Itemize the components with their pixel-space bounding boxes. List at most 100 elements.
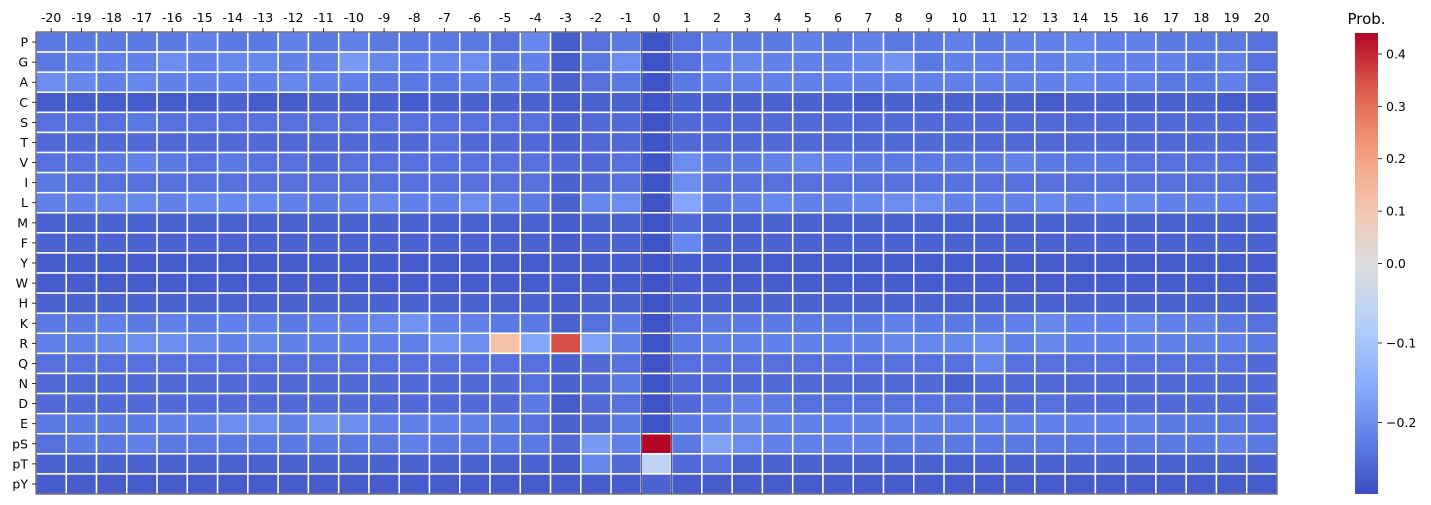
heatmap-cell xyxy=(701,473,733,495)
x-tick-label: -1 xyxy=(620,10,632,25)
heatmap-cell xyxy=(1155,352,1187,375)
heatmap-cell xyxy=(882,171,915,194)
heatmap-cell xyxy=(307,352,340,375)
heatmap-cell xyxy=(489,71,522,94)
heatmap-cell xyxy=(398,111,431,134)
heatmap-cell xyxy=(307,71,340,94)
heatmap-cell xyxy=(398,473,431,495)
heatmap-cell xyxy=(428,212,461,234)
heatmap-cell xyxy=(973,131,1006,154)
heatmap-cell xyxy=(943,131,976,154)
heatmap-cell xyxy=(882,71,915,94)
heatmap-cell xyxy=(186,372,219,395)
heatmap-cell xyxy=(1034,232,1066,254)
heatmap-cell xyxy=(1245,412,1278,435)
heatmap-cell xyxy=(459,352,491,375)
heatmap-cell xyxy=(216,212,249,234)
heatmap-cell xyxy=(852,131,885,154)
heatmap-cell xyxy=(277,232,310,254)
heatmap-cell xyxy=(1155,151,1187,174)
heatmap-cell xyxy=(35,212,68,234)
heatmap-cell xyxy=(852,171,885,194)
y-tick-label: Y xyxy=(19,256,28,271)
heatmap-cell xyxy=(35,191,68,214)
heatmap-cell xyxy=(580,91,612,114)
heatmap-cell xyxy=(1215,111,1248,134)
heatmap-cell xyxy=(670,51,703,73)
heatmap-cell xyxy=(156,352,189,375)
heatmap-cell xyxy=(126,131,158,154)
heatmap-cell xyxy=(277,372,310,395)
y-tick-label: pY xyxy=(12,476,28,491)
heatmap-cell xyxy=(670,453,703,475)
heatmap-cell xyxy=(216,252,249,274)
heatmap-cell xyxy=(307,332,340,355)
heatmap-cell xyxy=(761,292,794,314)
heatmap-cell xyxy=(580,252,612,274)
heatmap-cell xyxy=(882,111,915,134)
heatmap-cell xyxy=(459,453,491,475)
x-tick-label: 0 xyxy=(653,10,661,25)
heatmap-cell xyxy=(852,352,885,375)
heatmap-cell xyxy=(368,71,400,94)
heatmap-cell xyxy=(610,272,643,294)
heatmap-cell xyxy=(428,252,461,274)
heatmap-cell xyxy=(913,31,945,53)
heatmap-cell xyxy=(640,111,673,134)
heatmap-cell xyxy=(701,272,733,294)
heatmap-cell xyxy=(247,51,279,73)
heatmap-cell xyxy=(701,171,733,194)
heatmap-cell xyxy=(1124,91,1157,114)
heatmap-cell xyxy=(580,272,612,294)
heatmap-cell xyxy=(35,412,68,435)
heatmap-cell xyxy=(1245,171,1278,194)
heatmap-cell xyxy=(65,171,98,194)
heatmap-cell xyxy=(1124,432,1157,455)
heatmap-cell xyxy=(549,312,582,335)
heatmap-cell xyxy=(519,131,552,154)
heatmap-cell xyxy=(791,151,824,174)
heatmap-cell xyxy=(549,31,582,53)
heatmap-cell xyxy=(35,473,68,495)
heatmap-cell xyxy=(731,151,764,174)
heatmap-cell xyxy=(398,432,431,455)
heatmap-cell xyxy=(337,252,370,274)
heatmap-cell xyxy=(337,232,370,254)
heatmap-cell xyxy=(277,91,310,114)
heatmap-cell xyxy=(1034,151,1066,174)
colorbar-tick-label: 0.0 xyxy=(1386,256,1406,271)
heatmap-cell xyxy=(247,71,279,94)
heatmap-cell xyxy=(670,91,703,114)
heatmap-cell xyxy=(398,151,431,174)
heatmap-cell xyxy=(65,352,98,375)
heatmap-cell xyxy=(1064,71,1097,94)
heatmap-cell xyxy=(1034,191,1066,214)
heatmap-cell xyxy=(65,31,98,53)
heatmap-cell xyxy=(1155,191,1187,214)
heatmap-cell xyxy=(852,31,885,53)
heatmap-cell xyxy=(519,473,552,495)
heatmap-cell xyxy=(1155,111,1187,134)
heatmap-cell xyxy=(1003,111,1036,134)
heatmap-cell xyxy=(761,352,794,375)
heatmap-cell xyxy=(65,111,98,134)
heatmap-cell xyxy=(1215,212,1248,234)
heatmap-cell xyxy=(580,332,612,355)
heatmap-cell xyxy=(852,91,885,114)
heatmap-cell xyxy=(459,332,491,355)
heatmap-cell xyxy=(1185,412,1218,435)
heatmap-cell xyxy=(640,91,673,114)
heatmap-cell xyxy=(761,31,794,53)
heatmap-cell xyxy=(973,392,1006,415)
heatmap-cell xyxy=(1185,312,1218,335)
heatmap-cell xyxy=(701,312,733,335)
heatmap-cell xyxy=(943,71,976,94)
heatmap-cell xyxy=(368,191,400,214)
heatmap-cell xyxy=(398,212,431,234)
heatmap-cell xyxy=(580,111,612,134)
heatmap-cell xyxy=(1155,31,1187,53)
heatmap-cell xyxy=(913,352,945,375)
heatmap-cell xyxy=(1155,332,1187,355)
heatmap-cell xyxy=(822,151,854,174)
heatmap-cell xyxy=(1215,392,1248,415)
